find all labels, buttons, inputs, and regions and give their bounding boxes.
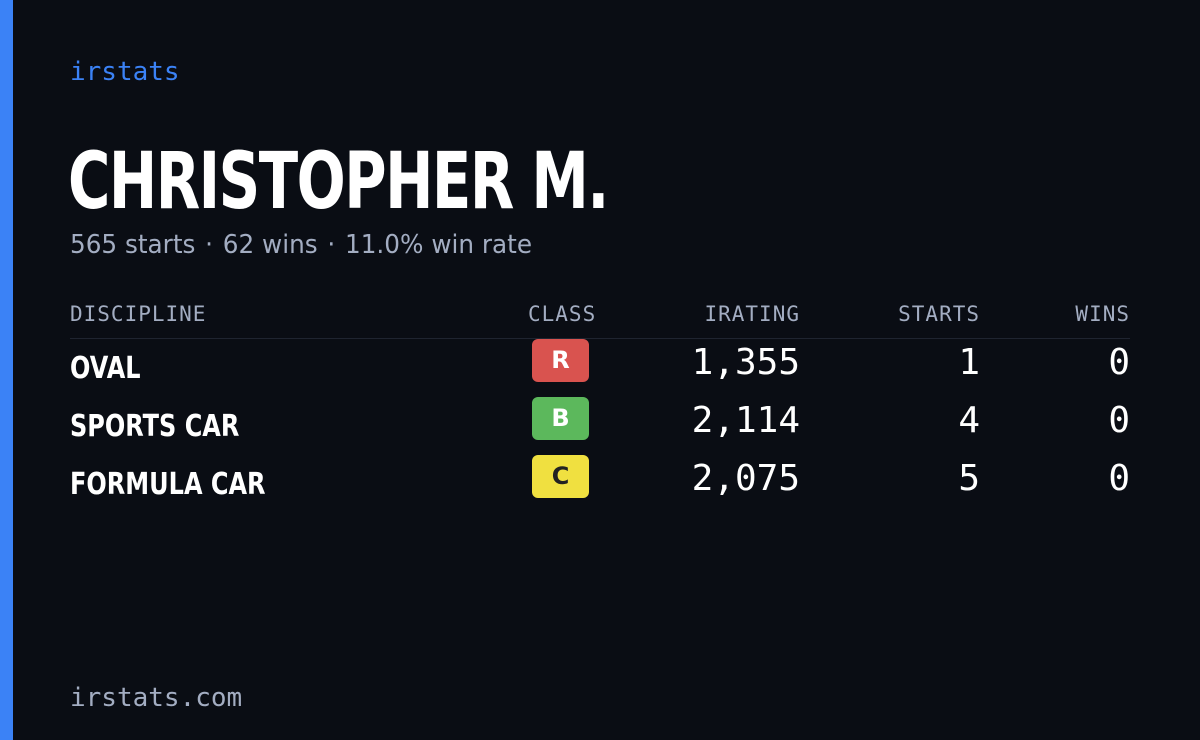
irating-value: 2,075 (691, 458, 800, 499)
accent-bar (0, 0, 13, 740)
class-badge: C (532, 455, 589, 498)
driver-summary: 565 starts · 62 wins · 11.0% win rate (70, 228, 532, 262)
class-badge: R (532, 339, 589, 382)
class-badge: B (532, 397, 589, 440)
starts-value: 4 (958, 400, 980, 441)
table-row: FORMULA CAR C 2,075 5 0 (70, 455, 1130, 513)
discipline-name: SPORTS CAR (70, 409, 240, 444)
win-rate-summary: 11.0% win rate (344, 230, 533, 260)
separator-dot: · (327, 230, 336, 260)
starts-summary: 565 starts (70, 230, 196, 260)
wins-value: 0 (1108, 458, 1130, 499)
footer-url: irstats.com (70, 683, 243, 713)
table-row: OVAL R 1,355 1 0 (70, 339, 1130, 397)
header-class: CLASS (528, 302, 597, 326)
discipline-name: OVAL (70, 351, 141, 386)
driver-name: CHRISTOPHER M. (68, 137, 609, 227)
discipline-stats-table: DISCIPLINE CLASS IRATING STARTS WINS OVA… (70, 298, 1130, 513)
header-discipline: DISCIPLINE (70, 302, 207, 326)
wins-summary: 62 wins (222, 230, 318, 260)
header-irating: IRATING (704, 302, 800, 326)
wins-value: 0 (1108, 342, 1130, 383)
table-row: SPORTS CAR B 2,114 4 0 (70, 397, 1130, 455)
header-starts: STARTS (898, 302, 980, 326)
table-header: DISCIPLINE CLASS IRATING STARTS WINS (70, 298, 1130, 339)
wins-value: 0 (1108, 400, 1130, 441)
starts-value: 1 (958, 342, 980, 383)
irating-value: 1,355 (691, 342, 800, 383)
discipline-name: FORMULA CAR (70, 467, 266, 502)
starts-value: 5 (958, 458, 980, 499)
separator-dot: · (205, 230, 214, 260)
brand-logo-text: irstats (70, 57, 180, 87)
header-wins: WINS (1075, 302, 1130, 326)
irating-value: 2,114 (691, 400, 800, 441)
